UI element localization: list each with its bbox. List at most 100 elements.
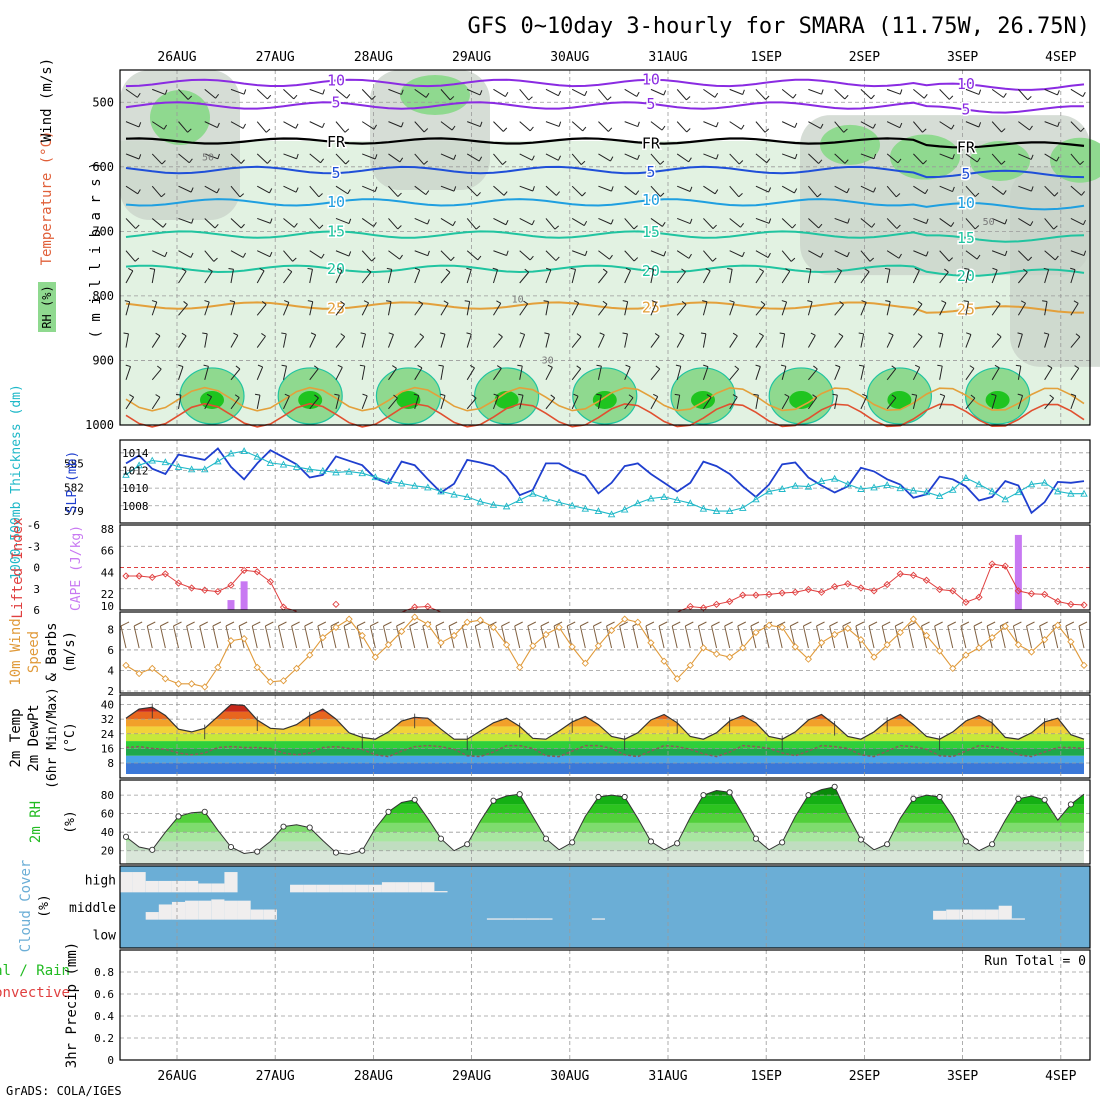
cloud-bar-middle	[486, 918, 501, 920]
wind10-barb	[487, 625, 494, 649]
wind-barb	[755, 271, 765, 284]
rh-marker	[411, 796, 418, 803]
wind-barb	[703, 185, 716, 195]
wind-barb-flag	[991, 393, 997, 396]
wind-barb	[545, 367, 553, 381]
wind-barb	[991, 153, 1002, 165]
isotherm-25-label: 25	[642, 299, 660, 317]
wind-barb-flag	[543, 300, 549, 303]
wind-barb-flag	[1023, 268, 1028, 273]
temp-axis-label: 2m Temp	[8, 708, 24, 767]
wind10-barb	[251, 625, 258, 649]
wind-speed-marker	[1054, 621, 1062, 629]
wind-barb-flag	[414, 267, 420, 271]
thickness-marker	[424, 483, 432, 491]
day-label-bottom: 4SEP	[1045, 1069, 1076, 1084]
wind-barb	[178, 153, 190, 164]
wind-barb	[152, 88, 166, 95]
wind-barb-flag	[873, 153, 877, 159]
wind-barb-flag	[810, 332, 816, 336]
wind-barb-flag	[923, 94, 928, 99]
wind-axis-label: Wind (m/s)	[39, 58, 55, 142]
wind-barb-flag	[1054, 192, 1059, 197]
cloud-bar-middle	[198, 900, 212, 920]
wind-barb-flag	[633, 257, 639, 262]
wind-barb	[414, 121, 425, 133]
upper-air-panel: 10 10 10 5 5 5 FR FR FR 5 5 5 10 10 10 15 15 15 20 20 20 25 25…	[119, 69, 1100, 428]
wind-barb-flag	[254, 393, 261, 396]
wind-barb-flag	[741, 251, 745, 257]
wind10-barb-feather	[409, 621, 418, 627]
wind-barb	[729, 335, 738, 348]
wind-barb-flag	[202, 332, 208, 335]
wind-barb-flag	[712, 224, 717, 229]
rh-tick-label: 20	[101, 845, 114, 858]
wind-barb-flag	[1027, 96, 1032, 101]
wind-barb	[571, 185, 583, 197]
rh-marker	[595, 793, 602, 801]
wind-barb	[545, 218, 556, 230]
wind10-barb	[1026, 625, 1032, 649]
wind-barb-flag	[373, 124, 378, 130]
wind-barb-flag	[661, 125, 666, 131]
wind-barb	[808, 185, 818, 198]
wind-barb-flag	[360, 332, 366, 335]
isotherm-20-label: 20	[327, 260, 345, 278]
wind-barb-flag	[767, 252, 771, 258]
wind-barb	[204, 366, 209, 380]
wind-barb-flag	[475, 225, 481, 230]
wind-barb-flag	[836, 268, 842, 272]
rh2m-units-label: (%)	[63, 810, 78, 833]
wind-barb-flag	[531, 220, 535, 226]
wind-barb	[912, 270, 920, 284]
isotherm-5-label: 5	[331, 164, 340, 182]
rh-tick-label: 40	[101, 826, 114, 839]
wind-barb-flag	[215, 93, 220, 99]
wind-barb-flag	[969, 365, 975, 369]
wind10-axis-label: 10m Wind	[8, 618, 24, 685]
pressure-tick-label: 700	[92, 224, 114, 238]
wind-barb-flag	[700, 332, 706, 335]
wind-barb-flag	[228, 267, 234, 270]
thickness-marker	[214, 457, 222, 465]
lifted-index-marker	[817, 588, 826, 596]
wind-barb	[755, 217, 770, 224]
upper-frame	[119, 69, 1091, 426]
wind-barb	[204, 270, 213, 284]
wind-barb-flag	[663, 251, 667, 257]
wind-speed-marker	[673, 675, 681, 683]
cape-tick-label: 88	[101, 523, 114, 536]
wind-barb	[834, 335, 844, 348]
wind-barb-flag	[204, 300, 210, 303]
wind-barb-flag	[293, 94, 298, 100]
wind-barb	[283, 250, 293, 262]
wind-barb-flag	[187, 95, 193, 100]
wind-barb	[492, 395, 499, 410]
wind-barb-flag	[161, 160, 166, 165]
wind-speed-marker	[463, 618, 471, 626]
wind-barb	[151, 301, 158, 316]
wind-barb	[309, 397, 319, 410]
pressure-tick-label: 600	[92, 160, 114, 174]
wind-barb	[597, 334, 605, 348]
wind-barb-flag	[925, 218, 929, 224]
thickness-tick-label: 579	[64, 505, 84, 518]
wind-barb	[151, 269, 156, 284]
wind-barb-flag	[654, 333, 660, 337]
wind10-barb-feather	[1013, 621, 1022, 627]
wind-barb	[755, 304, 766, 316]
thickness-marker	[1014, 488, 1023, 496]
thickness-marker	[975, 480, 983, 488]
wind-barb-flag	[1053, 225, 1058, 230]
rh-marker	[1041, 796, 1048, 803]
wind-barb	[151, 185, 162, 198]
lifted-index-marker	[883, 580, 891, 589]
thickness-marker	[844, 480, 852, 488]
wind-barb	[939, 365, 943, 380]
thickness-marker	[1067, 489, 1075, 497]
wind10-barb	[973, 625, 980, 649]
lifted-index-marker	[411, 603, 419, 611]
wind-barb	[309, 153, 321, 164]
isotherm-10	[125, 198, 1085, 211]
lifted-index-marker	[857, 584, 865, 592]
